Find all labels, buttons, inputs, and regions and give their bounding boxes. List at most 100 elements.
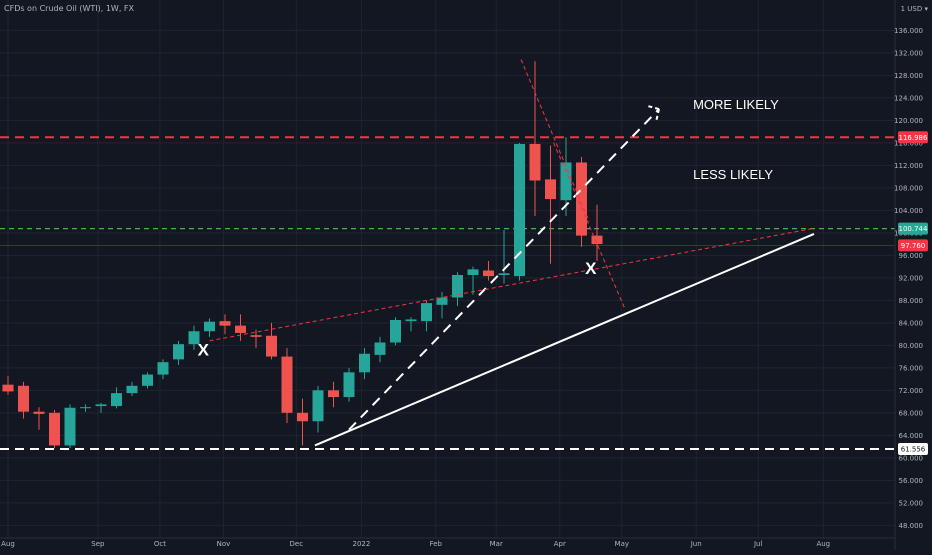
price-axis[interactable]: 1 USD ▾ 48.000 52.000 56.000 60.000 64.000 68.… [894,0,932,550]
candle[interactable] [188,325,200,350]
price-tick-label: 64.000 [899,432,924,440]
candle[interactable] [390,317,401,346]
candle-body [219,321,231,326]
price-tick-label: 60.000 [899,454,924,462]
candle[interactable] [483,260,494,281]
candle-body [529,143,541,181]
candle-body [483,270,494,277]
x-marker: X [198,340,210,359]
time-tick-label: Apr [554,540,566,548]
price-tick-label: 108.000 [894,184,923,192]
candle[interactable] [126,381,138,396]
price-axis-background [895,0,932,550]
candle[interactable] [529,61,541,216]
time-tick-label: Oct [154,540,166,548]
price-tick-label: 116.000 [894,139,923,147]
candle[interactable] [235,314,246,341]
candle-body [204,321,215,332]
candle[interactable] [514,142,525,281]
candles[interactable] [2,61,603,449]
price-tick-label: 76.000 [899,364,924,372]
candle[interactable] [312,385,324,433]
price-tag: 61.556 [898,443,928,456]
candle-body [64,407,76,446]
price-tag-label: 61.556 [901,446,926,454]
candle[interactable] [250,329,262,349]
candle[interactable] [328,381,339,408]
candle-body [312,390,324,422]
candle-body [188,331,200,345]
candle[interactable] [49,410,60,449]
candle[interactable] [297,398,308,446]
price-tick-label: 92.000 [899,274,924,282]
candle[interactable] [545,145,556,264]
candle[interactable] [173,340,184,365]
candle[interactable] [219,314,231,335]
trend-line[interactable] [314,233,815,447]
candle-body [142,374,153,386]
candle[interactable] [343,367,355,402]
candle[interactable] [80,404,91,412]
candle[interactable] [452,272,463,306]
candle-body [297,412,308,422]
time-tick-label: 2022 [352,540,370,548]
arrow-head-stroke [655,108,660,123]
candle-body [49,412,60,446]
price-tick-label: 72.000 [899,387,924,395]
candle[interactable] [157,359,169,380]
trend-line[interactable] [520,59,590,222]
time-tick-label: Aug [1,540,15,548]
price-tick-label: 128.000 [894,72,923,80]
candle[interactable] [405,317,417,332]
price-tag-label: 116.986 [899,134,928,142]
price-tick-label: 80.000 [899,342,924,350]
price-tick-label: 132.000 [894,49,923,57]
price-tick-label: 96.000 [899,252,924,260]
time-tick-label: Dec [290,540,304,548]
candle[interactable] [591,204,603,261]
price-tick-label: 68.000 [899,409,924,417]
candle[interactable] [33,407,45,430]
candle-body [235,325,246,333]
candle[interactable] [142,372,153,389]
candle[interactable] [560,137,572,216]
time-tick-label: Feb [430,540,443,548]
candle[interactable] [111,387,122,409]
candle-body [18,385,29,412]
candle-body [405,319,417,322]
candle[interactable] [18,381,29,419]
time-tick-label: Jun [690,540,702,548]
candle[interactable] [374,336,386,363]
price-tag: 116.986 [898,131,928,144]
trend-lines[interactable] [209,59,815,447]
annotation-label: MORE LIKELY [693,97,779,112]
candle-body [452,275,463,298]
candle-body [514,143,525,277]
candle[interactable] [281,348,293,423]
currency-label[interactable]: 1 USD ▾ [901,5,929,13]
price-tag: 100.744 [898,222,928,235]
candle[interactable] [64,404,76,449]
trend-line[interactable] [553,142,626,309]
price-tick-label: 112.000 [894,162,923,170]
trend-line[interactable] [209,227,815,342]
candle[interactable] [204,318,215,337]
candle[interactable] [467,266,479,295]
candle-body [126,385,138,394]
candle[interactable] [436,291,448,319]
candle[interactable] [421,300,432,332]
time-tick-label: May [615,540,629,548]
candle-body [250,335,262,337]
candle[interactable] [498,230,510,284]
candle[interactable] [359,348,370,380]
price-tag-background [898,443,928,456]
trend-line[interactable] [348,108,660,431]
annotations: MORE LIKELY LESS LIKELY X X [198,97,780,359]
candle-body [390,320,401,343]
candle[interactable] [2,376,14,395]
candle[interactable] [95,402,107,413]
time-axis[interactable]: Aug Sep Oct Nov Dec 2022 Feb Mar Apr May Jun Jul Aug [0,537,895,548]
